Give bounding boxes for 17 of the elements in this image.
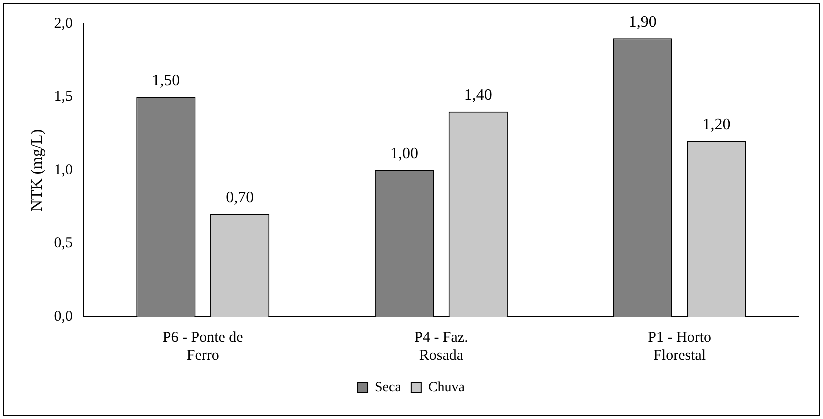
data-label: 1,50 bbox=[152, 72, 180, 90]
y-axis-title: NTK (mg/L) bbox=[28, 129, 46, 212]
y-tick-label: 0,5 bbox=[54, 236, 73, 252]
data-label: 1,90 bbox=[628, 14, 657, 31]
y-tick-label: 1,5 bbox=[54, 89, 73, 106]
data-label: 1,00 bbox=[390, 146, 419, 163]
x-tick-label: P1 - Horto Florestal bbox=[648, 330, 712, 364]
y-tick-label: 1,0 bbox=[54, 162, 73, 178]
data-label: 0,70 bbox=[226, 190, 254, 207]
y-tick-label: 2,0 bbox=[54, 16, 73, 32]
data-label: 1,40 bbox=[464, 87, 492, 104]
y-tick-label: 0,0 bbox=[54, 308, 73, 325]
legend-label: Seca bbox=[375, 380, 402, 396]
x-tick-label: P6 - Ponte de Ferro bbox=[162, 330, 244, 364]
x-tick-label: P4 - Faz. Rosada bbox=[414, 330, 468, 364]
legend-label: Chuva bbox=[428, 380, 466, 396]
data-label: 1,20 bbox=[702, 116, 731, 134]
